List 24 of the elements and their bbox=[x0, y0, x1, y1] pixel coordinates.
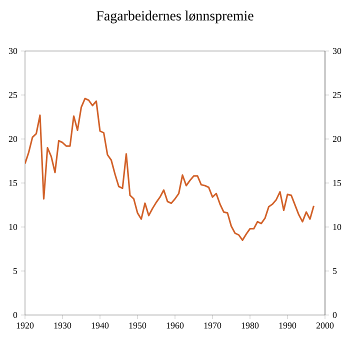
x-tick-label: 1990 bbox=[279, 322, 296, 329]
x-tick-label: 1980 bbox=[242, 322, 259, 329]
x-tick-label: 1920 bbox=[16, 322, 34, 329]
y-tick-label: 20 bbox=[8, 136, 18, 142]
y2-tick-label: 15 bbox=[333, 180, 342, 186]
y-tick-label: 30 bbox=[8, 48, 18, 54]
x-tick-label: 1940 bbox=[92, 322, 109, 329]
y-tick-label: 0 bbox=[13, 312, 18, 318]
x-tick-label: 1930 bbox=[54, 322, 72, 329]
y2-tick-label: 0 bbox=[332, 312, 337, 318]
y-tick-label: 25 bbox=[8, 92, 18, 98]
y-tick-label: 15 bbox=[9, 180, 18, 186]
x-tick-label: 1960 bbox=[166, 322, 184, 329]
y2-tick-label: 30 bbox=[332, 48, 342, 54]
y-tick-label: 10 bbox=[9, 224, 18, 230]
y2-tick-label: 5 bbox=[333, 268, 337, 274]
y2-tick-label: 10 bbox=[333, 224, 342, 230]
x-tick-label: 1970 bbox=[204, 322, 222, 329]
y2-tick-label: 20 bbox=[332, 136, 342, 142]
y-tick-label: 5 bbox=[14, 268, 18, 274]
x-tick-label: 2000 bbox=[316, 322, 334, 329]
y2-tick-label: 25 bbox=[332, 92, 342, 98]
chart-title: Fagarbeidernes lønnspremie bbox=[96, 10, 254, 24]
x-tick-label: 1950 bbox=[129, 322, 146, 329]
